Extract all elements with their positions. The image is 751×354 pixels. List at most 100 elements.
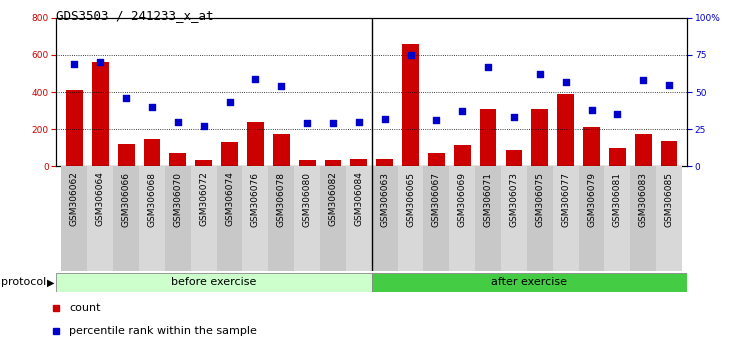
Text: GSM306085: GSM306085 [665,172,674,227]
Text: before exercise: before exercise [171,277,257,287]
Text: GSM306082: GSM306082 [328,172,337,227]
Point [224,99,236,105]
Bar [92,62,109,166]
Bar [424,166,449,271]
Bar [118,144,134,166]
Point [456,109,468,114]
Bar [501,166,527,271]
Text: GSM306074: GSM306074 [225,172,234,227]
Bar [294,166,320,271]
Bar [553,166,578,271]
Bar [454,145,471,166]
Bar [449,166,475,271]
Bar [605,166,630,271]
Text: GSM306078: GSM306078 [277,172,286,227]
Bar [527,166,553,271]
Bar [557,94,574,166]
Bar [87,166,113,271]
Bar [320,166,346,271]
Point [430,118,442,123]
Point [327,120,339,126]
Text: count: count [69,303,101,313]
Text: GSM306083: GSM306083 [638,172,647,227]
Bar [299,160,315,166]
Point [146,104,158,110]
Point [379,116,391,122]
Bar [243,166,268,271]
Text: ▶: ▶ [47,277,54,287]
Point [95,59,107,65]
Text: GSM306079: GSM306079 [587,172,596,227]
Text: GSM306075: GSM306075 [535,172,544,227]
Bar [630,166,656,271]
Point [172,119,184,125]
Text: protocol: protocol [1,277,46,287]
Bar [139,166,165,271]
Point [276,83,288,89]
Text: GSM306071: GSM306071 [484,172,493,227]
Bar [532,109,548,166]
Bar [402,44,419,166]
Point [120,95,132,101]
Bar [656,166,682,271]
Point [534,72,546,77]
Bar [268,166,294,271]
Bar [273,134,290,166]
Text: GSM306062: GSM306062 [70,172,79,227]
Text: GSM306065: GSM306065 [406,172,415,227]
Point [353,119,365,125]
Point [586,107,598,113]
Bar [578,166,605,271]
Text: GDS3503 / 241233_x_at: GDS3503 / 241233_x_at [56,9,214,22]
Text: GSM306084: GSM306084 [354,172,363,227]
Text: GSM306072: GSM306072 [199,172,208,227]
Text: GSM306080: GSM306080 [303,172,312,227]
Point [68,61,80,67]
Bar [216,166,243,271]
Bar [475,166,501,271]
Bar [480,109,496,166]
Bar [221,142,238,166]
Text: GSM306068: GSM306068 [147,172,156,227]
Text: GSM306066: GSM306066 [122,172,131,227]
Bar [66,90,83,166]
Point [508,114,520,120]
Text: GSM306081: GSM306081 [613,172,622,227]
Bar [505,150,523,166]
Bar [62,166,87,271]
Bar [346,166,372,271]
Text: GSM306073: GSM306073 [509,172,518,227]
Text: percentile rank within the sample: percentile rank within the sample [69,326,257,336]
Point [482,64,494,70]
Point [405,52,417,58]
Point [198,124,210,129]
Point [559,79,572,85]
Bar [143,139,161,166]
Text: GSM306063: GSM306063 [380,172,389,227]
Bar [165,166,191,271]
Bar [56,273,372,292]
Text: GSM306077: GSM306077 [561,172,570,227]
Bar [195,160,212,166]
Bar [351,159,367,166]
Bar [609,148,626,166]
Text: GSM306076: GSM306076 [251,172,260,227]
Text: GSM306070: GSM306070 [173,172,182,227]
Point [301,120,313,126]
Bar [113,166,139,271]
Bar [247,122,264,166]
Bar [191,166,216,271]
Text: GSM306064: GSM306064 [96,172,105,227]
Point [637,77,649,83]
Bar [428,153,445,166]
Text: GSM306067: GSM306067 [432,172,441,227]
Bar [397,166,424,271]
Bar [376,159,393,166]
Text: GSM306069: GSM306069 [457,172,466,227]
Point [663,82,675,87]
Bar [661,141,677,166]
Point [249,76,261,81]
Bar [372,273,687,292]
Bar [635,134,652,166]
Point [611,112,623,117]
